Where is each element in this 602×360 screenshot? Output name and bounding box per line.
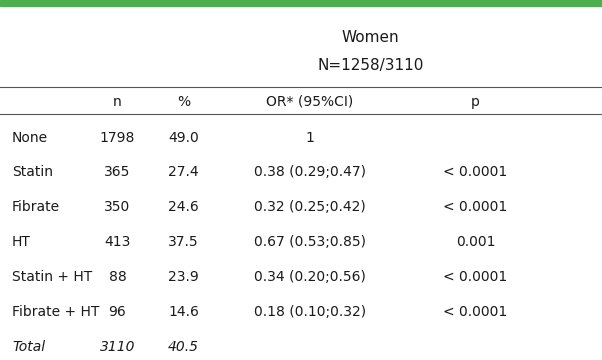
Text: Statin + HT: Statin + HT — [12, 270, 92, 284]
Text: 96: 96 — [108, 305, 126, 319]
Text: 413: 413 — [104, 235, 131, 249]
Text: < 0.0001: < 0.0001 — [444, 305, 507, 319]
Text: 0.38 (0.29;0.47): 0.38 (0.29;0.47) — [254, 166, 366, 179]
Text: < 0.0001: < 0.0001 — [444, 166, 507, 179]
Text: %: % — [177, 95, 190, 108]
Text: Total: Total — [12, 340, 45, 354]
Text: < 0.0001: < 0.0001 — [444, 201, 507, 214]
Text: 350: 350 — [104, 201, 131, 214]
Text: 0.18 (0.10;0.32): 0.18 (0.10;0.32) — [254, 305, 366, 319]
Text: OR* (95%CI): OR* (95%CI) — [267, 95, 353, 108]
Text: 1798: 1798 — [100, 131, 135, 144]
Text: 49.0: 49.0 — [168, 131, 199, 144]
Text: 14.6: 14.6 — [168, 305, 199, 319]
Text: 3110: 3110 — [100, 340, 135, 354]
Text: 1: 1 — [306, 131, 314, 144]
Text: 0.67 (0.53;0.85): 0.67 (0.53;0.85) — [254, 235, 366, 249]
Text: n: n — [113, 95, 122, 108]
Text: 23.9: 23.9 — [168, 270, 199, 284]
Text: Statin: Statin — [12, 166, 53, 179]
Text: Fibrate + HT: Fibrate + HT — [12, 305, 99, 319]
Text: 40.5: 40.5 — [168, 340, 199, 354]
Text: 24.6: 24.6 — [168, 201, 199, 214]
Bar — [0, 0, 602, 6]
Text: 0.32 (0.25;0.42): 0.32 (0.25;0.42) — [254, 201, 366, 214]
Text: 0.34 (0.20;0.56): 0.34 (0.20;0.56) — [254, 270, 366, 284]
Text: HT: HT — [12, 235, 31, 249]
Text: < 0.0001: < 0.0001 — [444, 270, 507, 284]
Text: Fibrate: Fibrate — [12, 201, 60, 214]
Text: 37.5: 37.5 — [169, 235, 199, 249]
Text: N=1258/3110: N=1258/3110 — [317, 58, 423, 73]
Text: 365: 365 — [104, 166, 131, 179]
Text: None: None — [12, 131, 48, 144]
Text: 88: 88 — [108, 270, 126, 284]
Text: p: p — [471, 95, 480, 108]
Text: 27.4: 27.4 — [169, 166, 199, 179]
Text: Women: Women — [341, 30, 399, 45]
Text: 0.001: 0.001 — [456, 235, 495, 249]
